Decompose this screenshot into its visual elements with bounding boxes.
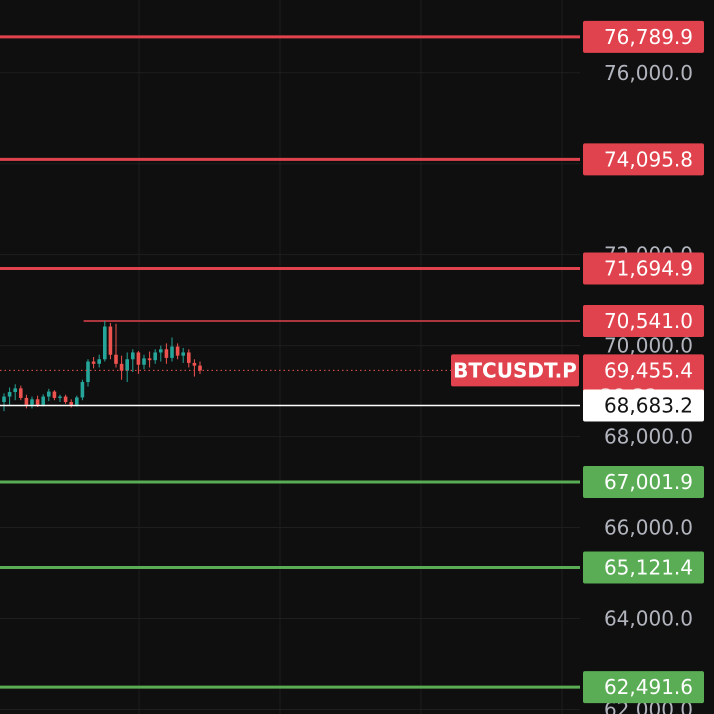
candle-body[interactable] xyxy=(58,396,62,398)
candle-body[interactable] xyxy=(80,382,85,398)
price-tags: 76,789.9 74,095.8 71,694.9 67,001.9 65,121.4… xyxy=(451,20,704,704)
candle-body[interactable] xyxy=(198,365,202,371)
candle-body[interactable] xyxy=(119,363,124,371)
candle-body[interactable] xyxy=(192,362,197,366)
candle-body[interactable] xyxy=(86,361,90,383)
resistance-tag xyxy=(583,252,704,285)
candle-body[interactable] xyxy=(187,352,191,363)
horizontal-grid xyxy=(0,72,580,710)
candle-body[interactable] xyxy=(2,396,6,403)
candle-body[interactable] xyxy=(97,359,101,364)
candle-body[interactable] xyxy=(103,326,107,360)
candle-body[interactable] xyxy=(24,397,29,405)
candle-body[interactable] xyxy=(75,397,79,405)
candle-body[interactable] xyxy=(170,346,174,358)
support-tag xyxy=(583,671,704,704)
candle-body[interactable] xyxy=(63,396,68,403)
candle-body[interactable] xyxy=(52,391,57,398)
candles[interactable] xyxy=(2,321,202,412)
candle-body[interactable] xyxy=(47,391,51,397)
candle-body[interactable] xyxy=(181,352,185,356)
resistance-tag-label: 74,095.8 xyxy=(604,147,693,171)
candle-body[interactable] xyxy=(69,402,73,405)
candle-body[interactable] xyxy=(41,396,45,405)
price-tick-label: 76,000.0 xyxy=(604,61,693,85)
candle-body[interactable] xyxy=(19,388,23,398)
candle-body[interactable] xyxy=(147,358,152,361)
candle-body[interactable] xyxy=(13,388,17,393)
candle-body[interactable] xyxy=(164,349,169,358)
candle-body[interactable] xyxy=(142,358,146,365)
symbol-label: BTCUSDT.P xyxy=(453,358,577,382)
candle-body[interactable] xyxy=(30,399,34,405)
support-tag xyxy=(583,551,704,584)
price-tick-label: 70,000.0 xyxy=(604,334,693,358)
support-tag-label: 67,001.9 xyxy=(604,470,693,494)
price-tick-label: 66,000.0 xyxy=(604,516,693,540)
candle-body[interactable] xyxy=(125,359,129,371)
high-level-tag xyxy=(583,305,704,338)
candle-body[interactable] xyxy=(7,392,12,397)
candle-body[interactable] xyxy=(114,354,118,364)
price-tick-label: 64,000.0 xyxy=(604,606,693,630)
candle-body[interactable] xyxy=(131,352,135,360)
candle-body[interactable] xyxy=(159,349,163,353)
price-overlays xyxy=(0,369,580,407)
current-price-label: 69,455.4 xyxy=(604,358,693,382)
high-level-tag-label: 70,541.0 xyxy=(604,309,693,333)
candle-body[interactable] xyxy=(153,352,157,361)
candle-body[interactable] xyxy=(35,399,40,405)
resistance-tag-label: 71,694.9 xyxy=(604,257,693,281)
support-tag-label: 62,491.6 xyxy=(604,675,693,699)
support-tag-label: 65,121.4 xyxy=(604,555,693,579)
candle-body[interactable] xyxy=(136,352,141,365)
support-tag xyxy=(583,465,704,498)
crosshair-tag xyxy=(583,389,704,422)
price-tick-label: 68,000.0 xyxy=(604,425,693,449)
candle-body[interactable] xyxy=(175,346,180,356)
resistance-tag xyxy=(583,20,704,53)
level-lines[interactable] xyxy=(0,35,580,689)
crosshair-tag-label: 68,683.2 xyxy=(604,394,693,418)
symbol-label-box xyxy=(451,354,579,387)
candle-body[interactable] xyxy=(108,326,113,355)
resistance-tag-label: 76,789.9 xyxy=(604,25,693,49)
candle-body[interactable] xyxy=(91,361,96,364)
resistance-tag xyxy=(583,143,704,176)
